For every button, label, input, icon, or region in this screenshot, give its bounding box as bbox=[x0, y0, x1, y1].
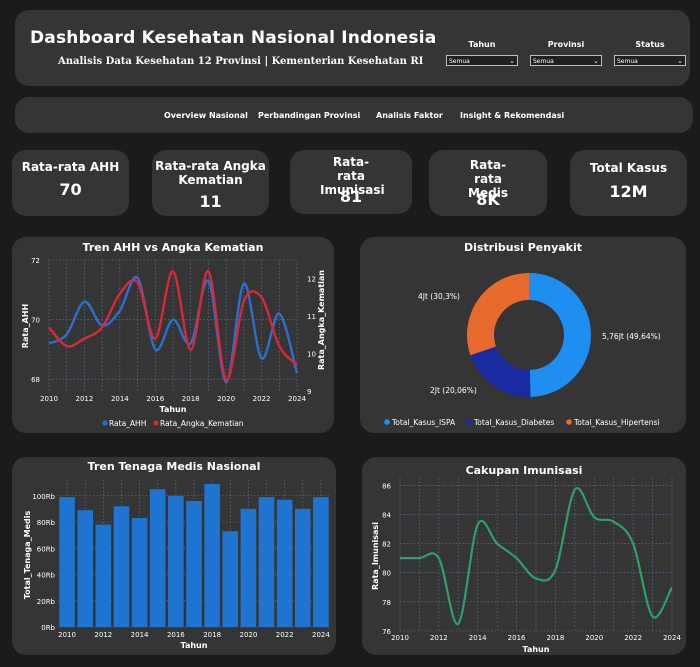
kpi-value: 70 bbox=[59, 180, 82, 199]
kpi-card-ahh: Rata-rata AHH 70 bbox=[12, 150, 129, 216]
chart-panel-tenaga-medis: Tren Tenaga Medis Nasional bbox=[12, 457, 336, 655]
kpi-label: Rata-rata Medis bbox=[468, 158, 508, 200]
nav-insight-rekomendasi[interactable]: Insight & Rekomendasi bbox=[460, 111, 565, 120]
kpi-card-kematian: Rata-rata Angka Kematian 11 bbox=[152, 150, 269, 216]
filter-status-select[interactable]: Semua ⌄ bbox=[614, 55, 686, 66]
chevron-down-icon: ⌄ bbox=[593, 57, 599, 65]
kpi-value: 11 bbox=[199, 192, 222, 211]
filter-tahun-select[interactable]: Semua ⌄ bbox=[446, 55, 518, 66]
kpi-value: 81 bbox=[339, 187, 363, 206]
filter-status-value: Semua bbox=[617, 58, 638, 65]
kpi-card-imunisasi: Rata-rata Imunisasi 81 bbox=[290, 150, 412, 214]
kpi-label: Rata-rata Imunisasi bbox=[320, 155, 385, 197]
chart-panel-tren-ahh: Tren AHH vs Angka Kematian bbox=[12, 237, 334, 433]
kpi-value: 12M bbox=[609, 182, 648, 201]
chart-title: Distribusi Penyakit bbox=[463, 241, 583, 254]
filter-label-tahun: Tahun bbox=[468, 40, 496, 49]
kpi-value: 8K bbox=[476, 190, 500, 209]
filter-label-status: Status bbox=[635, 40, 665, 49]
nav-bar bbox=[15, 97, 693, 133]
chart-title: Cakupan Imunisasi bbox=[465, 464, 583, 477]
kpi-label: Rata-rata Angka Kematian bbox=[155, 159, 266, 187]
filter-provinsi-value: Semua bbox=[533, 58, 554, 65]
chart-panel-imunisasi: Cakupan Imunisasi bbox=[362, 457, 686, 655]
filter-provinsi-select[interactable]: Semua ⌄ bbox=[530, 55, 602, 66]
kpi-card-medis: Rata-rata Medis 8K bbox=[429, 150, 547, 216]
page-subtitle: Analisis Data Kesehatan 12 Provinsi | Ke… bbox=[58, 56, 424, 67]
nav-analisis-faktor[interactable]: Analisis Faktor bbox=[376, 111, 443, 120]
chevron-down-icon: ⌄ bbox=[677, 57, 683, 65]
kpi-card-total-kasus: Total Kasus 12M bbox=[570, 150, 687, 216]
filter-tahun-value: Semua bbox=[449, 58, 470, 65]
page-title: Dashboard Kesehatan Nasional Indonesia bbox=[30, 28, 437, 48]
kpi-label: Rata-rata AHH bbox=[21, 160, 120, 174]
nav-overview-nasional[interactable]: Overview Nasional bbox=[164, 111, 248, 120]
kpi-label: Total Kasus bbox=[589, 161, 668, 175]
nav-perbandingan-provinsi[interactable]: Perbandingan Provinsi bbox=[258, 111, 361, 120]
filter-label-provinsi: Provinsi bbox=[547, 40, 585, 49]
chart-panel-distribusi: Distribusi Penyakit bbox=[360, 237, 686, 433]
chevron-down-icon: ⌄ bbox=[509, 57, 515, 65]
header-panel bbox=[15, 10, 690, 86]
chart-title: Tren AHH vs Angka Kematian bbox=[82, 241, 264, 254]
chart-title: Tren Tenaga Medis Nasional bbox=[87, 460, 261, 473]
